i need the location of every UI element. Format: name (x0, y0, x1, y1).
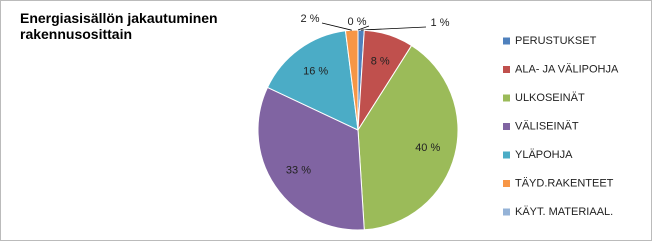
data-label: 33 % (286, 164, 311, 176)
legend-label: PERUSTUKSET (515, 35, 597, 47)
legend-marker (503, 37, 510, 45)
data-label: 8 % (371, 55, 390, 67)
data-label: 1 % (431, 17, 450, 29)
legend-label: TÄYD.RAKENTEET (515, 177, 614, 189)
pie-slice (257, 86, 365, 231)
legend-label: VÄLISEINÄT (515, 120, 579, 132)
legend-marker (503, 151, 510, 159)
data-label: 16 % (303, 66, 328, 78)
legend-label: ULKOSEINÄT (515, 92, 585, 104)
data-label: 40 % (415, 142, 440, 154)
legend-marker (503, 66, 510, 73)
chart-title: Energiasisällön jakautuminen rakennusosi… (20, 10, 218, 42)
data-label: 0 % (348, 16, 367, 28)
legend-marker (503, 123, 510, 130)
leader-line (357, 25, 370, 31)
legend-marker (503, 208, 510, 216)
pie-slice (357, 44, 459, 231)
leader-line (321, 22, 352, 31)
leader-line (361, 26, 427, 31)
legend-marker (503, 180, 510, 187)
legend-marker (503, 94, 510, 102)
legend-label: KÄYT. MATERIAAL. (515, 206, 613, 218)
data-label: 2 % (301, 13, 320, 25)
legend-label: YLÄPOHJA (515, 149, 573, 161)
pie-slice (266, 30, 359, 131)
legend-label: ALA- JA VÄLIPOHJA (515, 63, 619, 75)
